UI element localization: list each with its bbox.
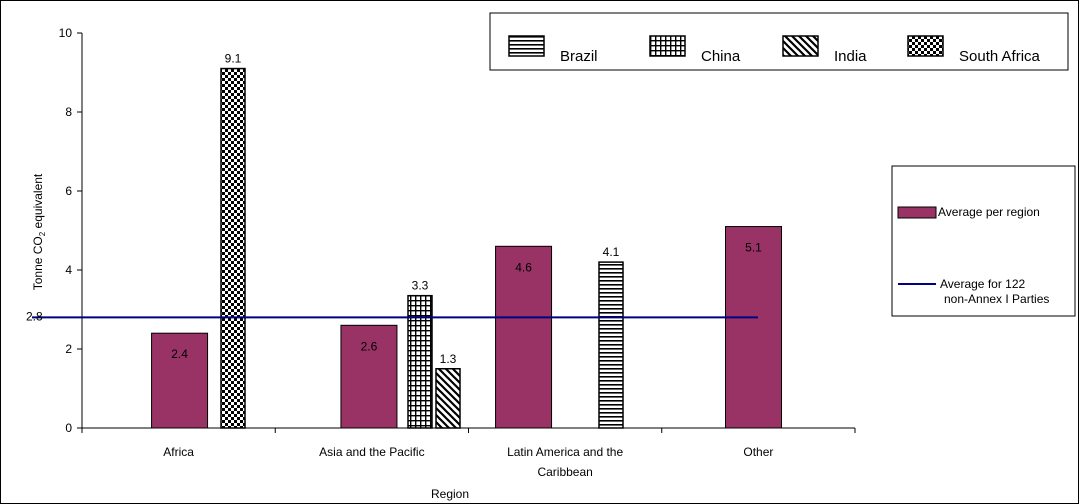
y-tick-label: 0: [65, 421, 72, 435]
data-label-india: 1.3: [440, 352, 457, 366]
x-tick-label-africa: Africa: [163, 445, 194, 459]
bar-brazil: [598, 261, 624, 429]
data-label-average-latin-america-and-the-caribbean: 4.6: [515, 260, 532, 274]
bar-india: [435, 368, 461, 429]
bar-average-africa: [151, 332, 209, 429]
bar-south-africa: [220, 67, 246, 429]
legend-label-india: India: [834, 48, 867, 65]
x-tick-label-asia-and-the-pacific: Asia and the Pacific: [319, 445, 424, 459]
legend-label-reference-line: Average for 122: [940, 277, 1025, 291]
legend-label-brazil: Brazil: [560, 48, 598, 65]
bar-average-asia-and-the-pacific: [340, 324, 398, 429]
bar-average-latin-america-and-the-caribbean: [495, 245, 553, 429]
legend-label-south-africa: South Africa: [959, 48, 1041, 65]
legend-swatch-india: [782, 35, 819, 57]
bar-average-other: [725, 226, 783, 429]
legend-label-average-per-region: Average per region: [938, 205, 1040, 219]
x-axis-label: Region: [431, 487, 469, 501]
data-label-south-africa: 9.1: [225, 52, 242, 66]
legend-label-reference-line: non-Annex I Parties: [944, 292, 1049, 306]
data-label-average-other: 5.1: [745, 241, 762, 255]
bar-china: [407, 294, 433, 429]
y-axis-label-subscript: 2: [38, 231, 47, 236]
series-legend: Average per region Average for 122non-Ann…: [891, 165, 1076, 317]
reference-line-label: 2.8: [26, 309, 43, 323]
x-tick-label-other: Other: [743, 445, 773, 459]
legend-swatch-china: [649, 35, 686, 57]
data-label-average-africa: 2.4: [171, 347, 188, 361]
data-label-china: 3.3: [412, 279, 429, 293]
y-tick-label: 8: [65, 105, 72, 119]
data-label-brazil: 4.1: [603, 245, 620, 259]
x-tick-label-latin-america-and-the-caribbean: Latin America and the: [507, 445, 623, 459]
series-legend-box: [891, 165, 1076, 317]
data-label-average-asia-and-the-pacific: 2.6: [361, 339, 378, 353]
y-tick-label: 2: [65, 342, 72, 356]
legend-label-china: China: [701, 48, 741, 65]
y-axis-label: Tonne CO2 equivalent: [31, 173, 47, 290]
legend-swatch-south-africa: [907, 35, 944, 57]
legend-swatch-average-per-region: [897, 206, 937, 219]
legend-swatch-brazil: [508, 35, 545, 57]
y-tick-label: 6: [65, 184, 72, 198]
pattern-legend-box: [489, 12, 1069, 71]
y-tick-label: 10: [59, 26, 73, 40]
pattern-legend: Brazil China India South Africa: [489, 12, 1069, 71]
y-tick-label: 4: [65, 263, 72, 277]
x-tick-label-latin-america-and-the-caribbean: Caribbean: [537, 465, 592, 479]
